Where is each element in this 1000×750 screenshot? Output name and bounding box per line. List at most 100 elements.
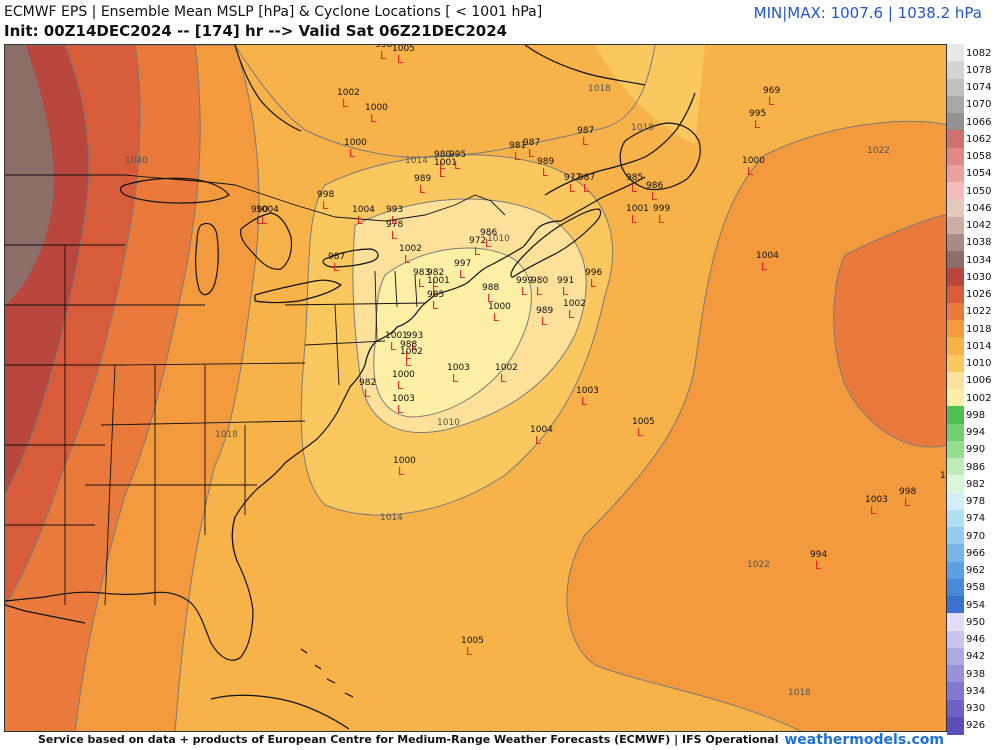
- great-lakes-ontario: [322, 248, 379, 268]
- colorbar-swatch: [947, 716, 964, 735]
- cyclone-pressure-label: 1000: [365, 103, 388, 113]
- cyclone-pressure-label: 1004: [530, 425, 553, 435]
- state-borders: [5, 174, 506, 606]
- cyclone-pressure-label: 983: [413, 268, 430, 278]
- colorbar-label: 994: [966, 427, 986, 439]
- colorbar-label: 1002: [966, 392, 992, 404]
- colorbar-label: 1078: [966, 64, 992, 76]
- cyclone-pressure-label: 1000: [344, 138, 367, 148]
- colorbar-label: 1010: [966, 358, 992, 370]
- low-marker-icon: L: [637, 426, 644, 439]
- colorbar-swatch: [947, 130, 964, 148]
- isobar-label: 1014: [380, 513, 403, 523]
- field-1006: [373, 248, 532, 417]
- cyclone-pressure-label: 998: [899, 487, 916, 497]
- colorbar-label: 930: [966, 703, 986, 715]
- bahamas: [300, 648, 354, 698]
- cyclone-pressure-label: 1002: [399, 244, 422, 254]
- brand-link[interactable]: weathermodels.com: [784, 732, 944, 748]
- isobar-1026-west: [5, 45, 141, 606]
- colorbar-label: 1050: [966, 185, 992, 197]
- colorbar-label: 1030: [966, 271, 992, 283]
- colorbar-label: 1062: [966, 133, 992, 145]
- colorbar-label: 1070: [966, 99, 992, 111]
- low-marker-icon: L: [485, 237, 492, 250]
- hudson-bay-south: [234, 45, 302, 132]
- colorbar-label: 1046: [966, 202, 992, 214]
- cyclone-pressure-label: 982: [427, 268, 444, 278]
- cyclone-pressure-label: 1003: [447, 363, 470, 373]
- colorbar-swatch: [947, 561, 964, 580]
- state-lines-se: [85, 362, 306, 606]
- map-panel[interactable]: 1018 1018 1014 1010 1010 1014 1018 1040 1022 1022…: [4, 44, 947, 732]
- isobar-label: 1022: [747, 560, 770, 570]
- cyclone-pressure-label: 1002: [400, 347, 423, 357]
- low-marker-icon: L: [256, 214, 263, 227]
